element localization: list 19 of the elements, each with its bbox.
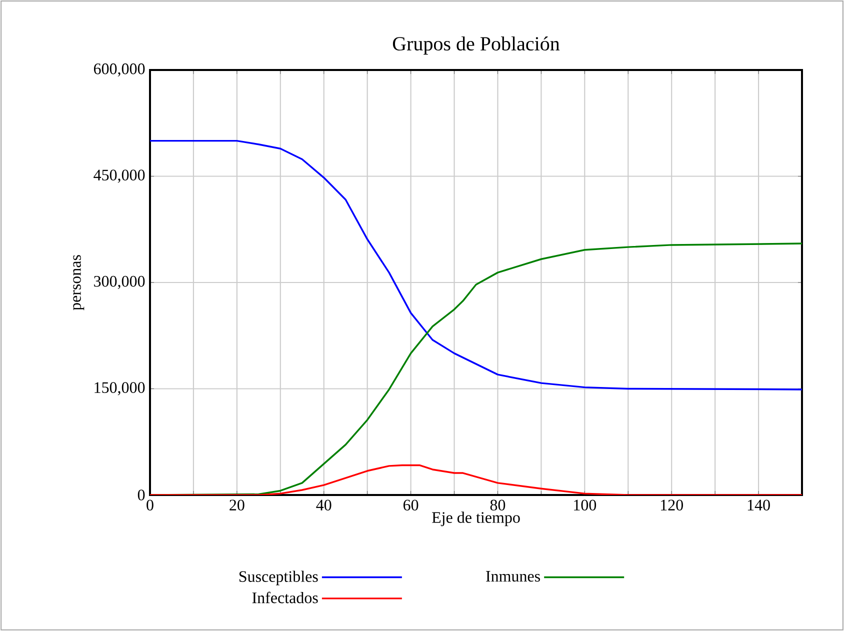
x-tick-label: 0 [146,500,154,510]
y-axis-title: personas [73,255,84,310]
y-tick-label: 150,000 [94,382,145,396]
y-tick-label: 0 [138,490,145,500]
legend-label: Infectados [252,592,318,604]
x-axis-title: Eje de tiempo [432,512,520,526]
x-tick-label: 40 [316,500,332,510]
x-tick-label: 100 [574,500,596,510]
y-tick-label: 300,000 [94,276,145,290]
legend-label: Inmunes [486,571,540,582]
x-tick-label: 60 [403,500,418,510]
x-tick-label: 20 [230,500,244,510]
x-tick-label: 140 [748,500,770,510]
y-tick-label: 600,000 [94,63,145,77]
y-tick-label: 450,000 [94,170,145,183]
x-tick-label: 120 [661,500,683,510]
legend-label: Susceptibles [239,570,318,586]
chart-title: Grupos de Población [392,36,560,55]
x-tick-label: 80 [490,500,506,510]
